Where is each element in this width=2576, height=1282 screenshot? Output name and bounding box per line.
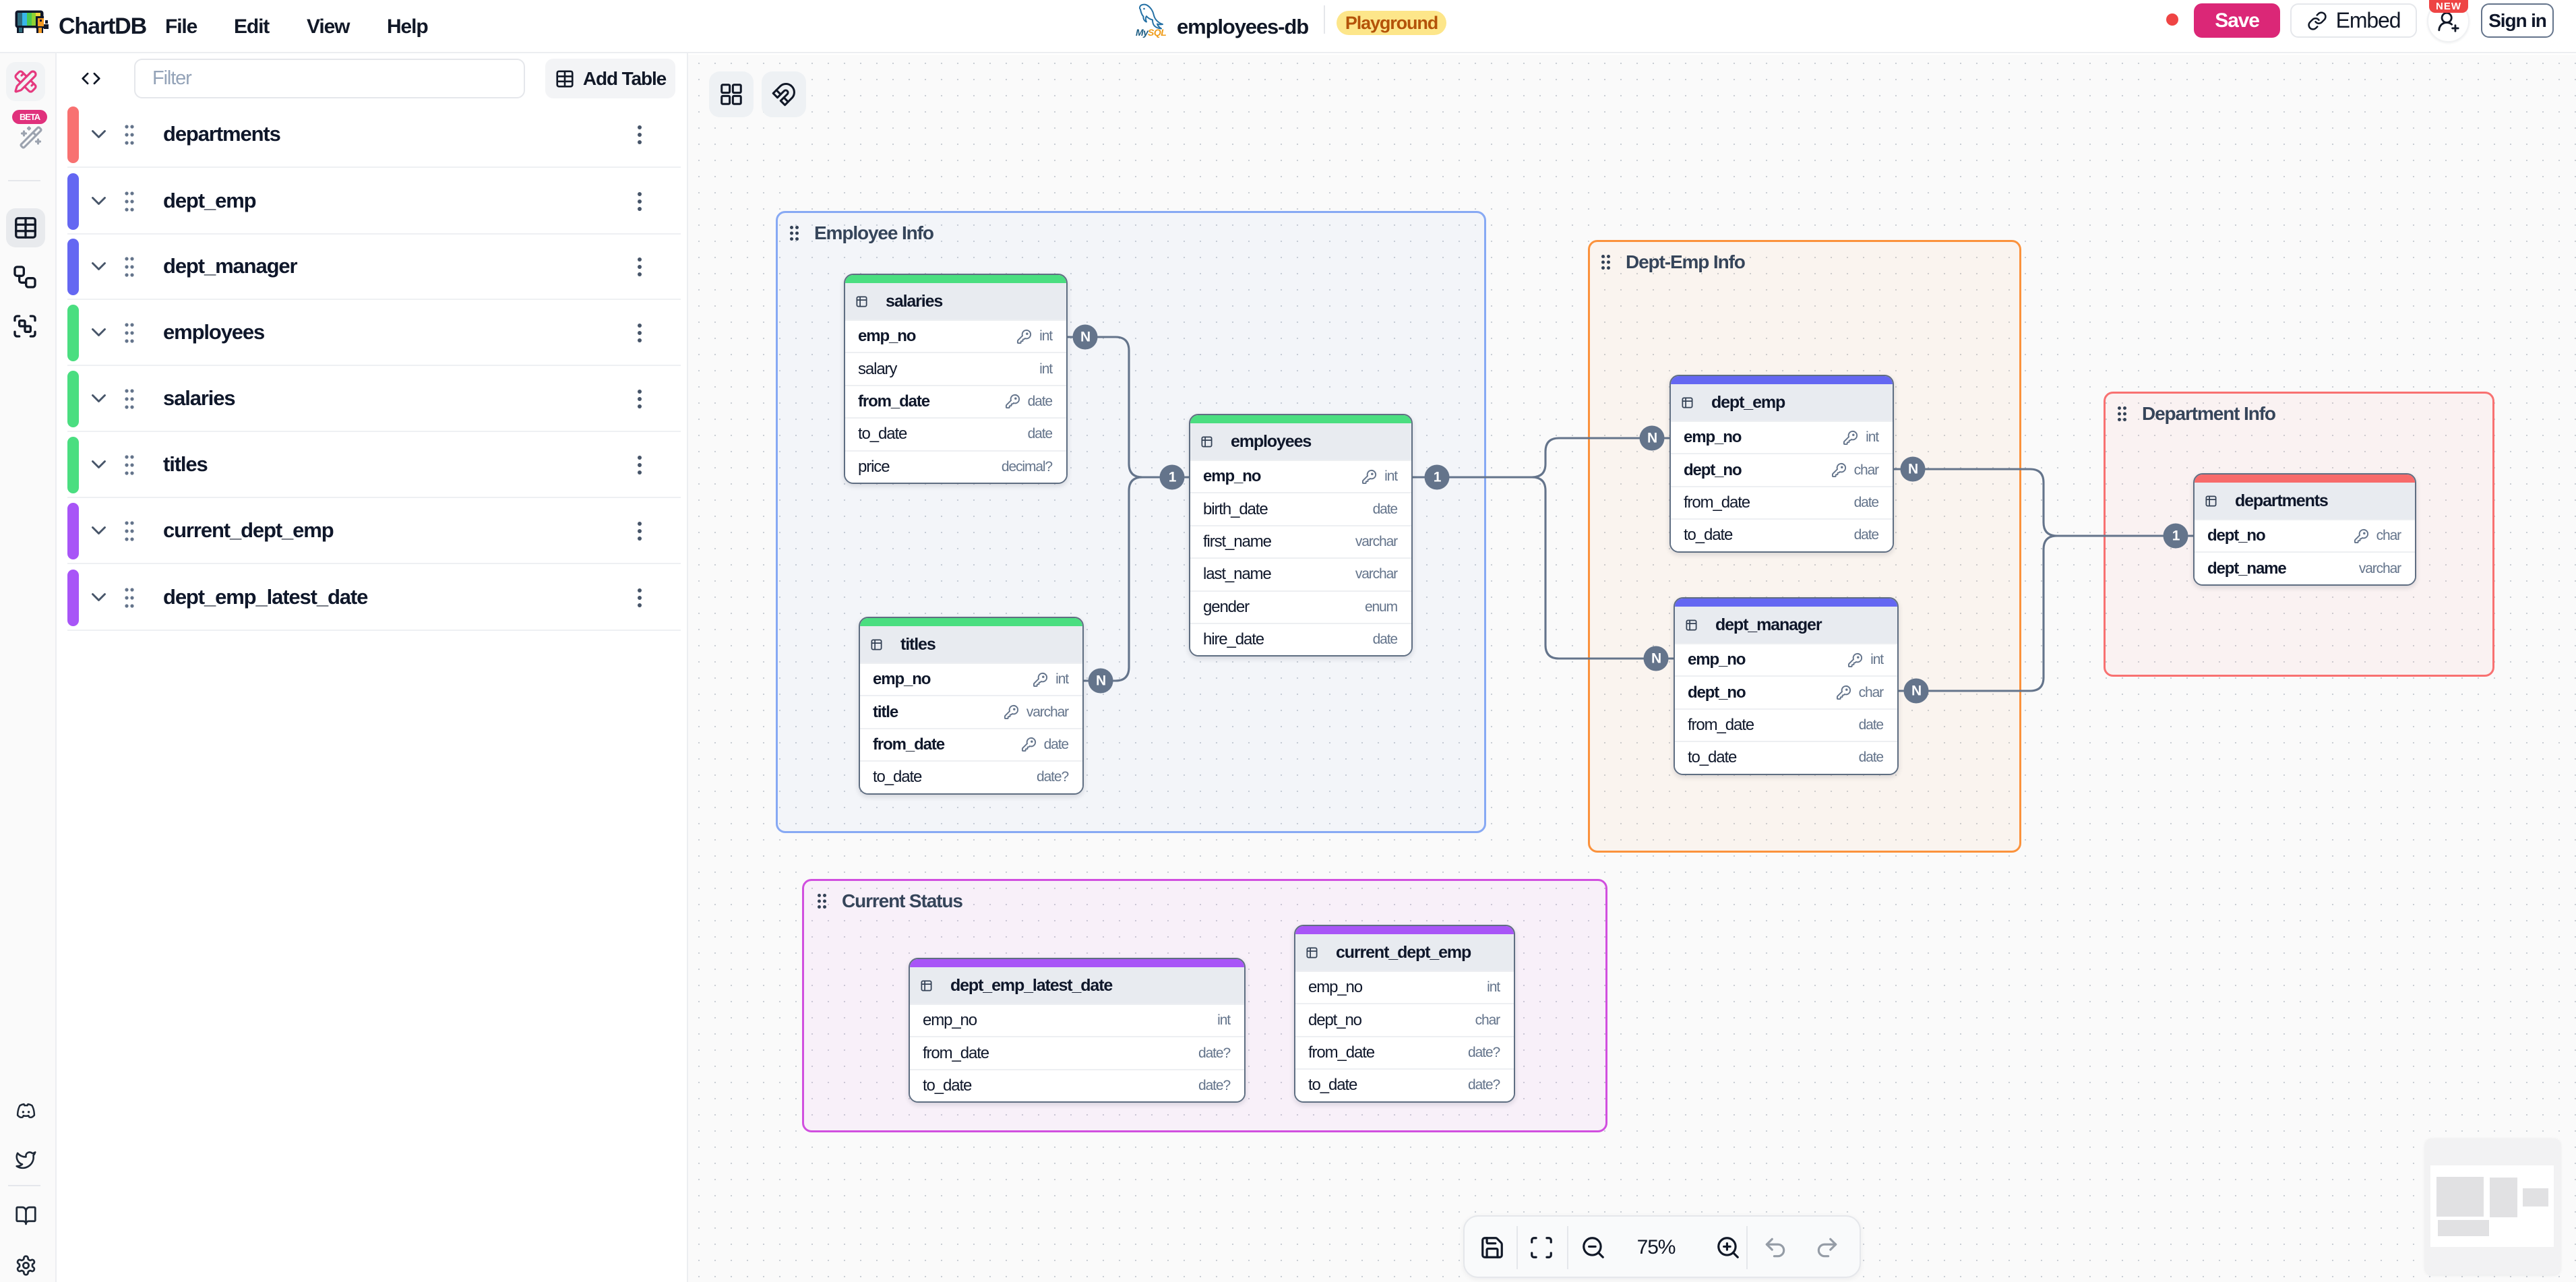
- svg-text:SQL: SQL: [1148, 27, 1166, 38]
- svg-text:My: My: [1136, 27, 1149, 38]
